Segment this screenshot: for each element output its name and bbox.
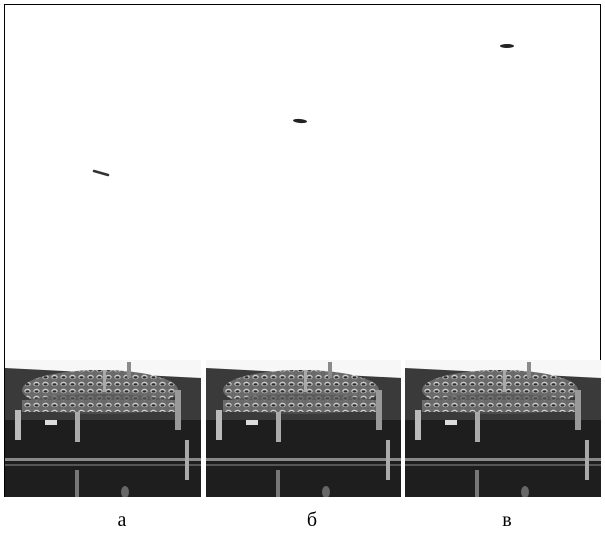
panel-label: б: [307, 509, 317, 531]
panel-label: в: [502, 509, 511, 531]
separator: [201, 360, 206, 497]
separator: [401, 360, 405, 497]
panel-label: а: [118, 509, 127, 531]
flying-object: [92, 169, 110, 177]
panel-a: [5, 169, 201, 498]
flying-object: [293, 118, 307, 124]
panel-b: [206, 118, 402, 498]
panel-c: [405, 44, 601, 498]
flying-object: [500, 44, 514, 48]
